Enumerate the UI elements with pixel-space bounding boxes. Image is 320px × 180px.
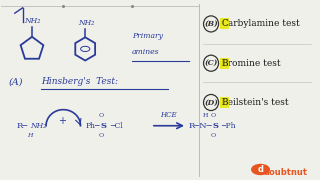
Text: O: O	[99, 113, 104, 118]
Text: S: S	[101, 122, 107, 130]
Text: Carbylamine test: Carbylamine test	[221, 19, 300, 28]
Text: ─Cl: ─Cl	[110, 122, 123, 130]
Text: Primary: Primary	[132, 32, 163, 40]
Text: B: B	[221, 59, 228, 68]
Text: H: H	[27, 133, 33, 138]
Text: HCE: HCE	[160, 111, 176, 120]
Text: O: O	[211, 113, 216, 118]
Text: R─: R─	[16, 122, 28, 130]
Text: Hinsberg's  Test:: Hinsberg's Test:	[41, 77, 118, 86]
Text: (B): (B)	[204, 20, 218, 28]
Text: (D): (D)	[204, 98, 218, 107]
Text: O: O	[211, 133, 216, 138]
Text: H: H	[203, 113, 208, 118]
Text: B: B	[221, 98, 228, 107]
Text: doubtnut: doubtnut	[263, 168, 308, 177]
Text: NH₂: NH₂	[24, 17, 40, 25]
Text: (C): (C)	[204, 59, 218, 67]
Text: NH₂: NH₂	[30, 122, 47, 130]
Text: S: S	[212, 122, 218, 130]
Text: d: d	[258, 165, 263, 174]
Circle shape	[252, 165, 269, 174]
Text: ─Ph: ─Ph	[221, 122, 236, 130]
Text: O: O	[99, 133, 104, 138]
Text: +: +	[58, 116, 66, 126]
Text: (A): (A)	[9, 77, 23, 86]
Text: NH₂: NH₂	[79, 19, 95, 28]
Text: Beilstein's test: Beilstein's test	[221, 98, 289, 107]
Text: Bromine test: Bromine test	[221, 59, 281, 68]
Text: R─N─: R─N─	[188, 122, 212, 130]
Text: C: C	[221, 19, 228, 28]
Text: amines: amines	[132, 48, 160, 57]
Text: Ph─: Ph─	[85, 122, 100, 130]
